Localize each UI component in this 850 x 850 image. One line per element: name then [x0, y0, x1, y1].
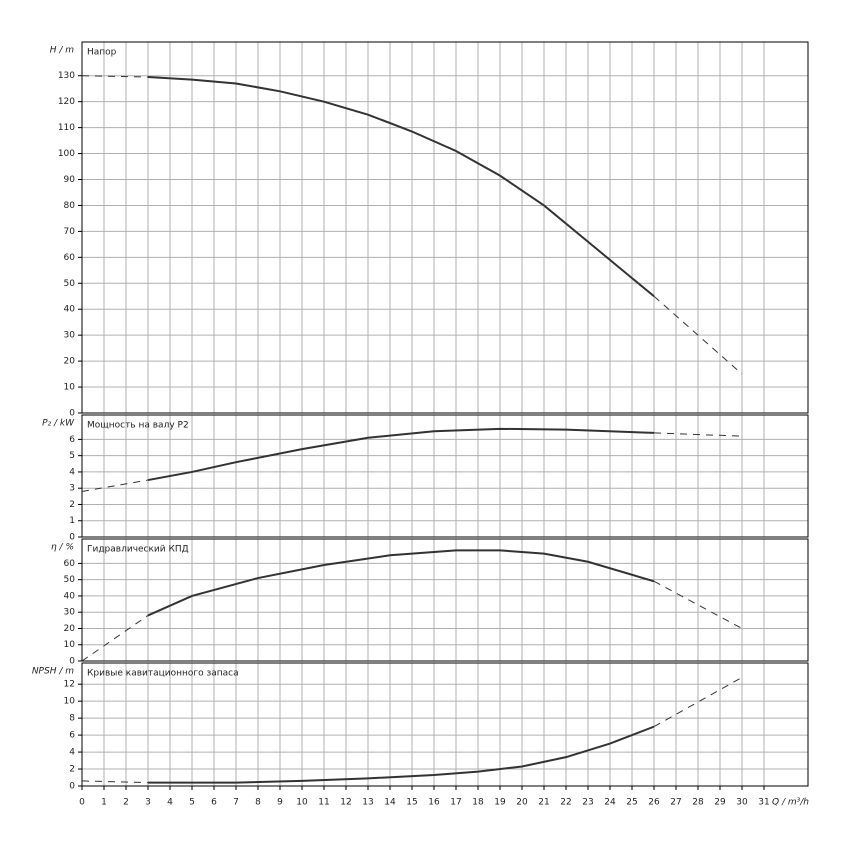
x-tick-label: 8 — [255, 798, 261, 808]
x-tick-label: 6 — [211, 798, 217, 808]
panel-frame — [81, 414, 809, 538]
curve-dashed — [81, 615, 149, 662]
panel-title: Напор — [87, 48, 117, 58]
x-tick-label: 12 — [340, 798, 351, 808]
x-tick-label: 30 — [736, 798, 748, 808]
y-axis-label: P₂ / kW — [42, 419, 75, 429]
y-tick-label: 120 — [58, 97, 75, 107]
x-tick-label: 23 — [582, 798, 593, 808]
x-tick-label: 21 — [538, 798, 549, 808]
x-tick-label: 24 — [604, 798, 616, 808]
y-tick-label: 30 — [64, 331, 76, 341]
curve-dashed — [653, 580, 743, 629]
y-axis-label: η / % — [51, 543, 74, 553]
y-tick-label: 5 — [69, 451, 75, 461]
y-tick-label: 30 — [64, 608, 76, 618]
x-tick-label: 10 — [296, 798, 308, 808]
curve — [147, 76, 655, 298]
panel-title: Кривые кавитационного запаса — [87, 669, 239, 679]
y-axis-label: H / m — [50, 46, 75, 56]
x-tick-label: 22 — [560, 798, 571, 808]
x-tick-label: 3 — [145, 798, 151, 808]
x-tick-label: 18 — [472, 798, 484, 808]
y-tick-label: 0 — [69, 533, 75, 543]
y-tick-label: 110 — [58, 123, 75, 133]
curve-dashed — [81, 780, 149, 784]
x-tick-label: 15 — [406, 798, 417, 808]
x-tick-label: 2 — [123, 798, 129, 808]
x-tick-label: 4 — [167, 798, 173, 808]
x-tick-label: 16 — [428, 798, 440, 808]
x-tick-label: 19 — [494, 798, 506, 808]
x-tick-label: 11 — [318, 798, 329, 808]
x-tick-label: 26 — [648, 798, 660, 808]
y-tick-label: 20 — [64, 624, 76, 634]
panel-frame — [81, 662, 809, 787]
x-tick-label: 5 — [189, 798, 195, 808]
y-tick-label: 10 — [64, 383, 76, 393]
x-tick-label: 14 — [384, 798, 396, 808]
y-tick-label: 8 — [69, 714, 75, 724]
y-tick-label: 70 — [64, 227, 76, 237]
y-tick-label: 2 — [69, 500, 75, 510]
x-tick-label: 29 — [714, 798, 726, 808]
x-tick-label: 20 — [516, 798, 528, 808]
y-tick-label: 50 — [64, 279, 76, 289]
y-tick-label: 2 — [69, 765, 75, 775]
y-tick-label: 60 — [64, 253, 76, 263]
y-tick-label: 0 — [69, 409, 75, 419]
panel-title: Мощность на валу P2 — [87, 421, 189, 431]
curve-dashed — [81, 479, 149, 492]
y-tick-label: 4 — [69, 467, 75, 477]
curve-dashed — [653, 295, 743, 375]
y-tick-label: 90 — [64, 175, 76, 185]
y-tick-label: 10 — [64, 640, 76, 650]
y-tick-label: 0 — [69, 782, 75, 792]
x-tick-label: 9 — [277, 798, 283, 808]
y-tick-label: 6 — [69, 435, 75, 445]
y-tick-label: 10 — [64, 697, 76, 707]
y-tick-label: 60 — [64, 559, 76, 569]
y-tick-label: 6 — [69, 731, 75, 741]
curve-dashed — [81, 75, 149, 78]
x-tick-label: 0 — [79, 798, 85, 808]
y-tick-label: 1 — [69, 516, 75, 526]
y-axis-label: NPSH / m — [32, 667, 74, 677]
curve — [147, 427, 655, 482]
y-tick-label: 130 — [58, 71, 75, 81]
panel-frame — [81, 41, 809, 414]
x-tick-label: 27 — [670, 798, 681, 808]
y-tick-label: 4 — [69, 748, 75, 758]
y-tick-label: 20 — [64, 357, 76, 367]
x-tick-label: 17 — [450, 798, 461, 808]
panel-frame — [81, 538, 809, 662]
y-tick-label: 0 — [69, 657, 75, 667]
x-tick-label: 1 — [101, 798, 107, 808]
y-tick-label: 50 — [64, 575, 76, 585]
y-tick-label: 40 — [64, 305, 76, 315]
x-tick-label: 28 — [692, 798, 704, 808]
y-tick-label: 3 — [69, 484, 75, 494]
y-tick-label: 12 — [64, 680, 75, 690]
x-tick-label: 31 — [758, 798, 769, 808]
curve-dashed — [653, 432, 743, 437]
x-tick-label: 7 — [233, 798, 239, 808]
curve-dashed — [653, 676, 743, 728]
curve — [148, 725, 655, 784]
x-tick-label: 25 — [626, 798, 637, 808]
y-tick-label: 80 — [64, 201, 76, 211]
y-tick-label: 40 — [64, 591, 76, 601]
x-tick-label: 13 — [362, 798, 373, 808]
y-tick-label: 100 — [58, 149, 75, 159]
panel-title: Гидравлический КПД — [87, 545, 189, 555]
curve — [147, 549, 655, 617]
x-axis-label: Q / m³/h — [772, 798, 809, 808]
